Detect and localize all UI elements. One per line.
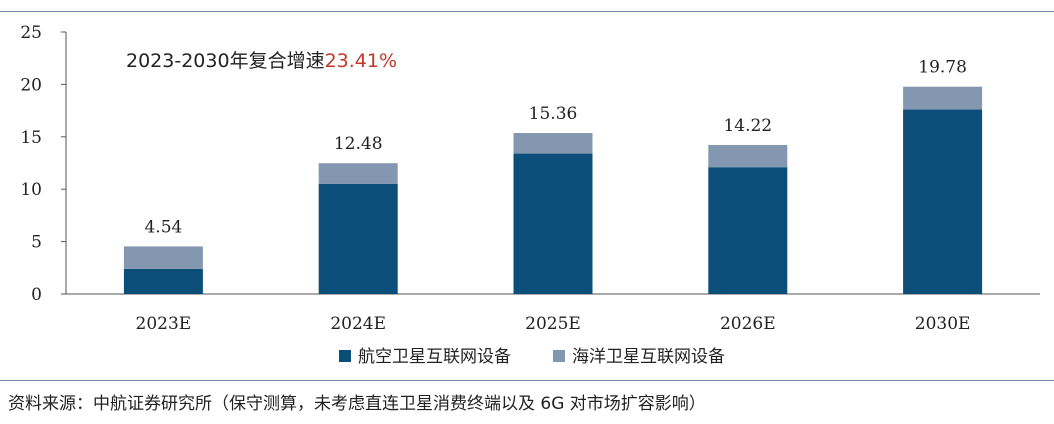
bar-segment-aviation xyxy=(708,167,788,294)
bar-segment-aviation xyxy=(513,153,593,294)
total-data-label: 15.36 xyxy=(529,104,578,124)
annotation-text: 2023-2030年复合增速 xyxy=(126,50,325,72)
y-tick-label: 5 xyxy=(31,233,42,253)
top-rule xyxy=(0,11,1054,12)
bar-segment-aviation xyxy=(123,268,203,294)
bar-segment-aviation xyxy=(903,109,983,294)
total-data-label: 12.48 xyxy=(334,134,383,154)
y-tick-label: 20 xyxy=(20,75,42,95)
total-data-label: 19.78 xyxy=(918,58,967,78)
growth-annotation: 2023-2030年复合增速23.41% xyxy=(126,50,397,72)
legend-swatch xyxy=(339,350,351,362)
annotation-highlight: 23.41% xyxy=(325,50,397,72)
source-note: 资料来源：中航证券研究所（保守测算，未考虑直连卫星消费终端以及 6G 对市场扩容… xyxy=(8,394,706,414)
stacked-bar-chart: 0 5 10 15 20 25 2023E 2024E 2025E 2026E 2030E 4.5… xyxy=(20,23,1040,367)
x-tick-label: 2024E xyxy=(330,314,386,334)
total-data-label: 14.22 xyxy=(723,116,772,136)
legend: 航空卫星互联网设备 海洋卫星互联网设备 xyxy=(339,347,725,367)
bar-segment-aviation xyxy=(318,183,398,294)
legend-label: 航空卫星互联网设备 xyxy=(358,347,511,367)
x-tick-label: 2026E xyxy=(720,314,776,334)
x-tick-label: 2025E xyxy=(525,314,581,334)
y-tick-label: 25 xyxy=(20,23,42,43)
y-tick-label: 10 xyxy=(20,180,42,200)
legend-swatch xyxy=(553,350,565,362)
legend-label: 海洋卫星互联网设备 xyxy=(572,347,725,367)
x-tick-label: 2023E xyxy=(136,314,192,334)
y-tick-label: 15 xyxy=(20,128,42,148)
x-tick-label: 2030E xyxy=(915,314,971,334)
total-data-label: 4.54 xyxy=(144,217,182,237)
bar-segment-maritime xyxy=(708,144,788,168)
bottom-rule xyxy=(0,380,1054,381)
y-tick-label: 0 xyxy=(31,285,42,305)
bar-segment-maritime xyxy=(123,246,203,269)
bar-segment-maritime xyxy=(513,133,593,154)
bar-segment-maritime xyxy=(318,163,398,184)
bar-segment-maritime xyxy=(903,86,983,110)
